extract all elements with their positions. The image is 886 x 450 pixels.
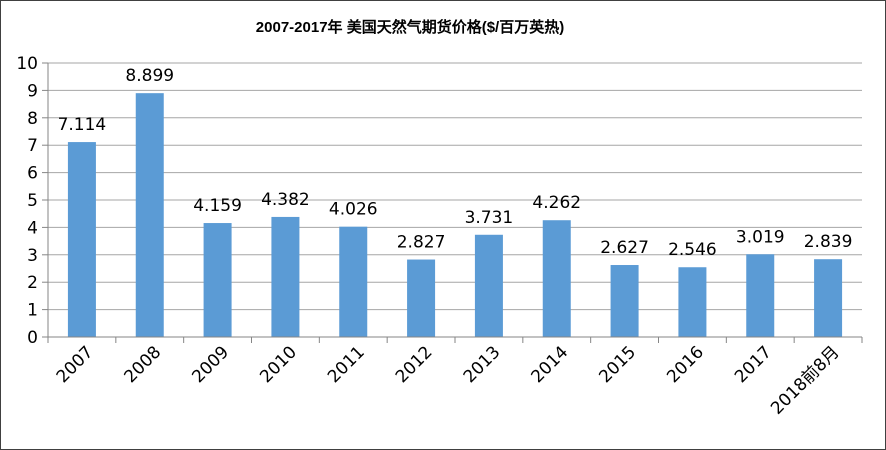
bar-2008 xyxy=(135,93,164,338)
y-tick-label: 5 xyxy=(27,191,38,211)
x-tick-label: 2011 xyxy=(324,342,369,387)
bar-2011 xyxy=(339,226,368,337)
data-label: 2.827 xyxy=(397,233,446,253)
y-tick-label: 10 xyxy=(16,54,38,74)
y-tick-label: 0 xyxy=(27,328,38,348)
x-tick-label: 2013 xyxy=(460,342,505,387)
x-tick-label: 2010 xyxy=(256,342,301,387)
bar-2013 xyxy=(474,234,503,337)
x-tick-label: 2008 xyxy=(121,342,166,387)
y-tick-label: 7 xyxy=(27,136,38,156)
x-tick-label: 2009 xyxy=(188,342,233,387)
x-tick-label: 2016 xyxy=(663,342,708,387)
bar-2016 xyxy=(678,267,707,337)
y-tick-label: 9 xyxy=(27,81,38,101)
data-label: 3.731 xyxy=(465,208,514,228)
data-label: 8.899 xyxy=(125,66,174,86)
bar-2012 xyxy=(407,259,436,337)
data-label: 3.019 xyxy=(736,227,785,247)
data-label: 4.382 xyxy=(261,190,310,210)
bar-2009 xyxy=(203,223,232,337)
x-tick-label: 2007 xyxy=(53,342,98,387)
x-tick-label: 2014 xyxy=(528,342,573,387)
bar-2014 xyxy=(542,220,571,337)
y-tick-label: 4 xyxy=(27,218,38,238)
x-tick-label: 2017 xyxy=(731,342,776,387)
bar-2017 xyxy=(746,254,775,337)
data-label: 4.262 xyxy=(532,193,581,213)
data-label: 2.627 xyxy=(600,238,649,258)
y-tick-label: 8 xyxy=(27,109,38,129)
data-label: 2.546 xyxy=(668,240,717,260)
chart-title: 2007-2017年 美国天然气期货价格($/百万英热) xyxy=(256,18,564,36)
bar-2010 xyxy=(271,216,300,337)
y-tick-label: 6 xyxy=(27,164,38,184)
y-tick-label: 1 xyxy=(27,301,38,321)
data-label: 2.839 xyxy=(804,232,853,252)
bar-2018前8月 xyxy=(814,259,843,337)
data-label: 4.026 xyxy=(329,200,378,220)
bar-2015 xyxy=(610,265,639,337)
x-tick-label: 2015 xyxy=(595,342,640,387)
data-label: 4.159 xyxy=(193,196,242,216)
x-tick-label: 2012 xyxy=(392,342,437,387)
y-tick-label: 3 xyxy=(27,246,38,266)
data-label: 7.114 xyxy=(58,115,107,135)
bar-2007 xyxy=(67,142,96,337)
y-tick-label: 2 xyxy=(27,273,38,293)
x-tick-label: 2018前8月 xyxy=(767,342,843,418)
